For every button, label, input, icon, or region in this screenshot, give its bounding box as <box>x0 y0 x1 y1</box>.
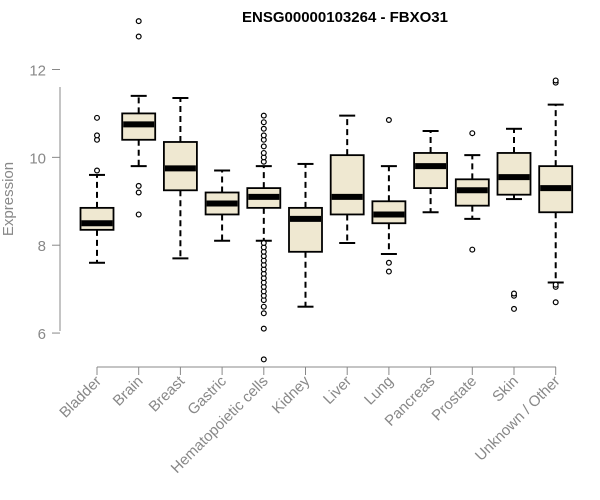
x-tick-label: Breast <box>146 372 189 415</box>
plot-area <box>79 18 574 363</box>
outlier-point <box>260 143 267 150</box>
outlier-point <box>260 240 267 247</box>
box-group <box>413 129 449 214</box>
box-group <box>204 169 240 242</box>
outlier-point <box>93 132 100 139</box>
outlier-point <box>260 303 267 310</box>
outlier-point <box>552 299 559 306</box>
outlier-point <box>260 356 267 363</box>
outlier-point <box>260 132 267 139</box>
outlier-point <box>93 114 100 121</box>
box-group <box>371 117 407 275</box>
box-group <box>79 114 115 264</box>
box-body <box>496 152 532 196</box>
outlier-point <box>511 290 518 297</box>
box-body <box>413 152 449 189</box>
x-tick-label: Kidney <box>269 372 314 417</box>
outlier-point <box>135 182 142 189</box>
outlier-point <box>469 246 476 253</box>
box-group <box>121 18 157 218</box>
x-tick-label: Liver <box>320 373 355 408</box>
y-tick-label: 8 <box>38 238 46 255</box>
outlier-point <box>260 325 267 332</box>
outlier-point <box>385 268 392 275</box>
y-tick-label: 10 <box>29 150 46 167</box>
x-tick-label: Brain <box>110 373 147 410</box>
outlier-point <box>135 189 142 196</box>
outlier-point <box>260 112 267 119</box>
box-group <box>538 77 574 306</box>
outlier-point <box>260 310 267 317</box>
outlier-point <box>135 18 142 25</box>
outlier-point <box>93 167 100 174</box>
x-tick-label: Prostate <box>429 373 481 425</box>
outlier-point <box>385 259 392 266</box>
outlier-point <box>260 119 267 126</box>
x-tick-label: Bladder <box>56 373 105 422</box>
box-body <box>79 206 115 231</box>
x-tick-label: Lung <box>361 373 397 409</box>
chart-title: ENSG00000103264 - FBXO31 <box>242 9 448 26</box>
y-tick-label: 6 <box>38 326 46 343</box>
outlier-point <box>260 125 267 132</box>
outlier-point <box>385 117 392 124</box>
box-body <box>329 154 365 216</box>
outlier-point <box>260 149 267 156</box>
box-group <box>329 114 365 245</box>
y-tick-label: 12 <box>29 62 46 79</box>
outlier-point <box>469 130 476 137</box>
box-group <box>162 97 198 260</box>
x-tick-label: Skin <box>489 373 522 406</box>
box-group <box>246 112 282 363</box>
box-group <box>454 130 490 253</box>
outlier-point <box>135 211 142 218</box>
box-group <box>288 162 323 308</box>
y-axis: 6 8 10 12 <box>29 62 61 343</box>
outlier-point <box>135 33 142 40</box>
box-group <box>496 127 532 312</box>
outlier-point <box>552 281 559 288</box>
y-ticks: 6 8 10 12 <box>29 62 60 343</box>
box-body <box>288 206 323 253</box>
outlier-point <box>552 77 559 84</box>
outlier-point <box>511 305 518 312</box>
y-axis-label: Expression <box>0 162 17 236</box>
